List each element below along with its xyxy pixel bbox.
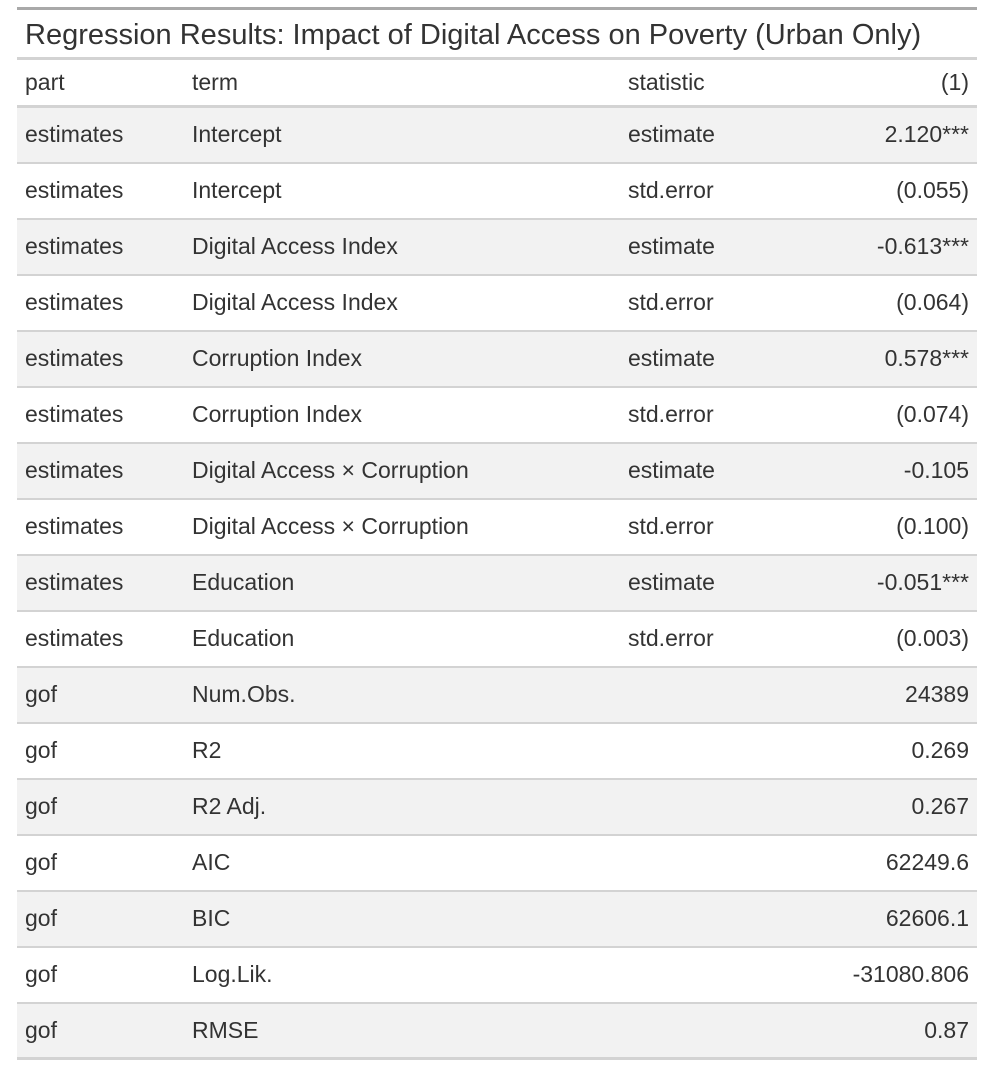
cell-term: Num.Obs.	[184, 666, 620, 724]
cell-part: estimates	[17, 610, 184, 668]
results-table: part term statistic (1) estimates Interce…	[17, 57, 977, 1060]
cell-value: 62606.1	[820, 890, 977, 948]
cell-statistic: std.error	[620, 386, 820, 444]
regression-table: Regression Results: Impact of Digital Ac…	[17, 7, 977, 1060]
cell-term: Digital Access Index	[184, 218, 620, 276]
cell-statistic: std.error	[620, 274, 820, 332]
cell-part: gof	[17, 834, 184, 892]
cell-value: (0.064)	[820, 274, 977, 332]
column-header-model-1: (1)	[820, 57, 977, 108]
table-row: estimates Corruption Index std.error (0.074…	[17, 386, 977, 444]
cell-value: 2.120***	[820, 106, 977, 164]
table-row: gof R2 0.269	[17, 722, 977, 780]
table-row: estimates Intercept estimate 2.120***	[17, 106, 977, 164]
header-row: part term statistic (1)	[17, 57, 977, 108]
cell-term: R2	[184, 722, 620, 780]
table-row: gof BIC 62606.1	[17, 890, 977, 948]
table-body: estimates Intercept estimate 2.120*** estima…	[17, 106, 977, 1060]
table-row: estimates Digital Access × Corruption std.…	[17, 498, 977, 556]
cell-part: estimates	[17, 498, 184, 556]
cell-part: estimates	[17, 218, 184, 276]
cell-value: 62249.6	[820, 834, 977, 892]
cell-part: estimates	[17, 274, 184, 332]
cell-part: estimates	[17, 554, 184, 612]
column-header-statistic: statistic	[620, 57, 820, 108]
table-row: gof AIC 62249.6	[17, 834, 977, 892]
cell-part: estimates	[17, 442, 184, 500]
cell-term: Log.Lik.	[184, 946, 620, 1004]
cell-value: (0.003)	[820, 610, 977, 668]
cell-statistic	[620, 1002, 820, 1060]
cell-term: RMSE	[184, 1002, 620, 1060]
table-row: estimates Digital Access Index std.error (0…	[17, 274, 977, 332]
table-row: estimates Digital Access × Corruption esti…	[17, 442, 977, 500]
cell-value: -0.105	[820, 442, 977, 500]
cell-part: estimates	[17, 386, 184, 444]
cell-term: AIC	[184, 834, 620, 892]
cell-value: -0.613***	[820, 218, 977, 276]
table-row: estimates Education std.error (0.003)	[17, 610, 977, 668]
cell-statistic	[620, 946, 820, 1004]
table-row: gof R2 Adj. 0.267	[17, 778, 977, 836]
cell-term: Education	[184, 554, 620, 612]
cell-term: R2 Adj.	[184, 778, 620, 836]
cell-part: estimates	[17, 106, 184, 164]
cell-part: gof	[17, 778, 184, 836]
cell-statistic: std.error	[620, 610, 820, 668]
cell-statistic: std.error	[620, 498, 820, 556]
table-row: estimates Education estimate -0.051***	[17, 554, 977, 612]
table-row: estimates Corruption Index estimate 0.578**…	[17, 330, 977, 388]
column-header-part: part	[17, 57, 184, 108]
cell-term: BIC	[184, 890, 620, 948]
cell-value: 0.87	[820, 1002, 977, 1060]
cell-part: gof	[17, 1002, 184, 1060]
cell-value: (0.100)	[820, 498, 977, 556]
cell-part: estimates	[17, 330, 184, 388]
cell-term: Digital Access × Corruption	[184, 498, 620, 556]
table-row: gof Log.Lik. -31080.806	[17, 946, 977, 1004]
cell-statistic	[620, 722, 820, 780]
cell-statistic: std.error	[620, 162, 820, 220]
cell-part: estimates	[17, 162, 184, 220]
cell-statistic: estimate	[620, 554, 820, 612]
cell-statistic	[620, 778, 820, 836]
cell-value: 24389	[820, 666, 977, 724]
table-caption: Regression Results: Impact of Digital Ac…	[17, 7, 977, 57]
cell-statistic: estimate	[620, 330, 820, 388]
cell-part: gof	[17, 946, 184, 1004]
cell-statistic	[620, 834, 820, 892]
cell-term: Corruption Index	[184, 330, 620, 388]
cell-statistic	[620, 666, 820, 724]
cell-term: Corruption Index	[184, 386, 620, 444]
cell-statistic: estimate	[620, 106, 820, 164]
column-header-term: term	[184, 57, 620, 108]
table-row: gof Num.Obs. 24389	[17, 666, 977, 724]
cell-part: gof	[17, 890, 184, 948]
cell-term: Digital Access × Corruption	[184, 442, 620, 500]
table-row: estimates Digital Access Index estimate -0.…	[17, 218, 977, 276]
cell-value: 0.269	[820, 722, 977, 780]
cell-statistic: estimate	[620, 218, 820, 276]
cell-term: Education	[184, 610, 620, 668]
cell-statistic: estimate	[620, 442, 820, 500]
cell-value: -31080.806	[820, 946, 977, 1004]
cell-term: Intercept	[184, 106, 620, 164]
cell-part: gof	[17, 722, 184, 780]
cell-value: (0.055)	[820, 162, 977, 220]
cell-value: 0.578***	[820, 330, 977, 388]
cell-term: Intercept	[184, 162, 620, 220]
table-row: estimates Intercept std.error (0.055)	[17, 162, 977, 220]
cell-value: (0.074)	[820, 386, 977, 444]
cell-value: -0.051***	[820, 554, 977, 612]
cell-statistic	[620, 890, 820, 948]
table-row: gof RMSE 0.87	[17, 1002, 977, 1060]
cell-term: Digital Access Index	[184, 274, 620, 332]
cell-value: 0.267	[820, 778, 977, 836]
cell-part: gof	[17, 666, 184, 724]
